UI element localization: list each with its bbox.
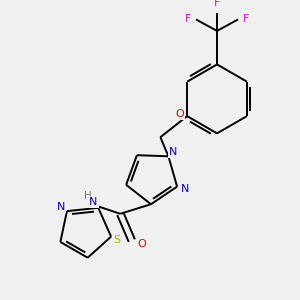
Text: O: O bbox=[137, 239, 146, 249]
Text: N: N bbox=[89, 197, 98, 207]
Text: N: N bbox=[169, 146, 177, 157]
Text: O: O bbox=[175, 109, 184, 119]
Text: S: S bbox=[113, 236, 120, 245]
Text: F: F bbox=[185, 14, 191, 24]
Text: N: N bbox=[57, 202, 65, 212]
Text: F: F bbox=[243, 14, 249, 24]
Text: H: H bbox=[84, 190, 92, 201]
Text: F: F bbox=[214, 0, 220, 8]
Text: N: N bbox=[181, 184, 189, 194]
